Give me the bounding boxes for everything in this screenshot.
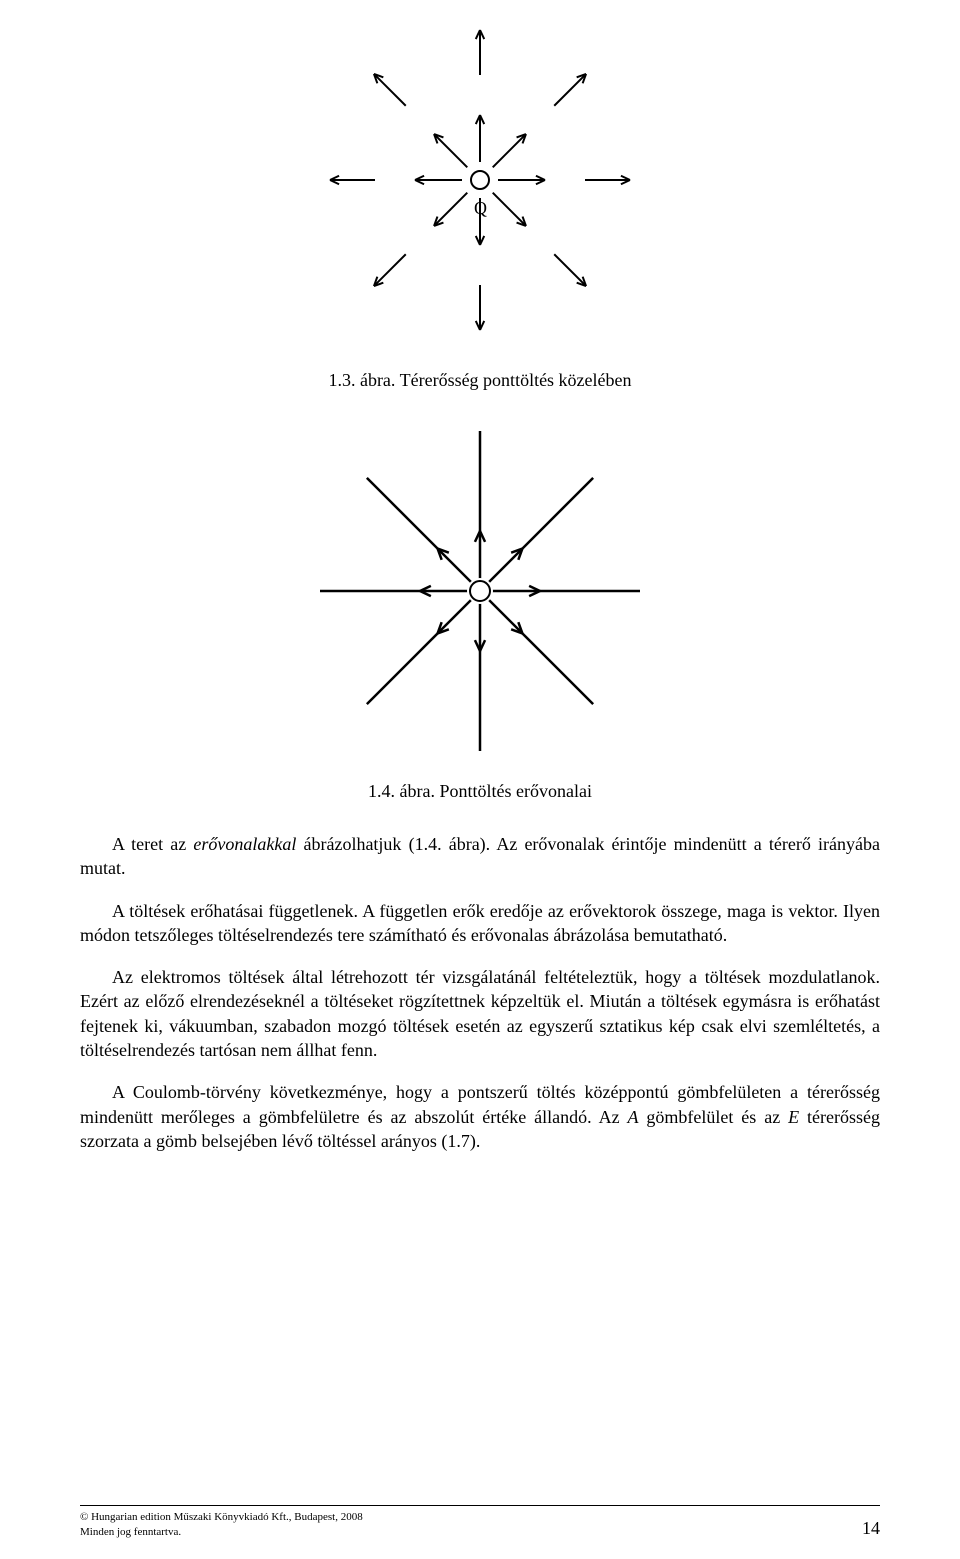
footer-rights: Minden jog fenntartva.: [80, 1525, 363, 1539]
figure-1-4-svg: [310, 421, 650, 761]
paragraph-1: A teret az erővonalakkal ábrázolhatjuk (…: [80, 832, 880, 881]
figure-1-3-caption: 1.3. ábra. Térerősség ponttöltés közeléb…: [80, 370, 880, 391]
paragraph-4: A Coulomb-törvény következménye, hogy a …: [80, 1080, 880, 1153]
paragraph-3: Az elektromos töltések által létrehozott…: [80, 965, 880, 1062]
p4-i1: A: [628, 1107, 639, 1127]
p1-italic: erővonalakkal: [193, 834, 296, 854]
figure-1-3-container: Q: [80, 10, 880, 350]
p1-a: A teret az: [112, 834, 193, 854]
footer-left: © Hungarian edition Műszaki Könyvkiadó K…: [80, 1510, 363, 1539]
page-footer: © Hungarian edition Műszaki Könyvkiadó K…: [80, 1505, 880, 1539]
p4-i2: E: [788, 1107, 799, 1127]
page-content: Q 1.3. ábra. Térerősség ponttöltés közel…: [0, 10, 960, 1251]
svg-text:Q: Q: [474, 198, 487, 218]
figure-1-4-caption: 1.4. ábra. Ponttöltés erővonalai: [80, 781, 880, 802]
paragraph-2: A töltések erőhatásai függetlenek. A füg…: [80, 899, 880, 948]
page-number: 14: [862, 1518, 880, 1539]
figure-1-4-container: [80, 421, 880, 761]
p4-b: gömbfelület és az: [639, 1107, 789, 1127]
footer-copyright: © Hungarian edition Műszaki Könyvkiadó K…: [80, 1510, 363, 1524]
figure-1-3-svg: Q: [310, 10, 650, 350]
